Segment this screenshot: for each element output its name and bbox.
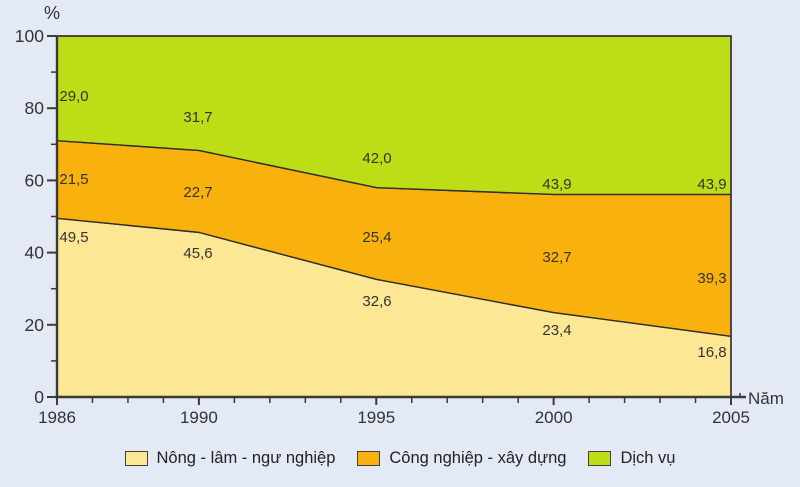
legend-item-agriculture: Nông - lâm - ngư nghiệp (124, 449, 336, 468)
legend-swatch-agriculture (124, 451, 148, 466)
value-label-series-0: 49,5 (59, 229, 88, 246)
x-tick-label: 1995 (357, 408, 395, 427)
legend-label-industry: Công nghiệp - xây dựng (389, 449, 567, 467)
value-label-series-1: 32,7 (542, 249, 571, 266)
y-tick-label: 20 (25, 315, 45, 335)
legend-swatch-services (588, 451, 612, 466)
value-label-series-1: 25,4 (362, 229, 391, 246)
legend-item-industry: Công nghiệp - xây dựng (357, 449, 566, 468)
legend-item-services: Dịch vụ (588, 449, 676, 468)
value-label-series-0: 32,6 (362, 293, 391, 310)
value-label-series-2: 43,9 (697, 176, 726, 193)
value-label-series-2: 31,7 (183, 109, 212, 126)
value-label-series-2: 42,0 (362, 150, 391, 167)
value-label-series-2: 43,9 (542, 176, 571, 193)
y-tick-label: 80 (25, 98, 45, 118)
stacked-area-chart: 1986 1990 1995 2000 2005 0 20 40 60 80 100 49,5 45,6… (15, 26, 750, 427)
legend-swatch-industry (357, 451, 381, 466)
value-label-series-1: 39,3 (697, 270, 726, 287)
value-label-series-0: 45,6 (183, 245, 212, 262)
y-tick-label: 40 (25, 243, 45, 263)
value-label-series-0: 23,4 (542, 322, 571, 339)
value-label-series-2: 29,0 (59, 88, 88, 105)
chart-plot-area: 1986 1990 1995 2000 2005 0 20 40 60 80 100 49,5 45,6… (15, 26, 750, 427)
legend-label-services: Dịch vụ (620, 449, 676, 467)
x-tick-label: 2000 (535, 408, 573, 427)
value-label-series-1: 22,7 (183, 184, 212, 201)
y-tick-label: 100 (15, 26, 44, 46)
legend-label-agriculture: Nông - lâm - ngư nghiệp (156, 449, 336, 467)
value-label-series-1: 21,5 (59, 171, 88, 188)
y-tick-label: 0 (34, 387, 44, 407)
x-tick-label: 2005 (712, 408, 750, 427)
value-label-series-0: 16,8 (697, 344, 726, 361)
x-tick-label: 1986 (38, 408, 76, 427)
x-axis-name-label: Năm (748, 389, 784, 408)
chart-legend: Nông - lâm - ngư nghiệp Công nghiệp - xâ… (0, 449, 800, 468)
x-tick-label: 1990 (180, 408, 218, 427)
y-axis-unit-label: % (44, 3, 61, 23)
y-tick-label: 60 (25, 170, 45, 190)
